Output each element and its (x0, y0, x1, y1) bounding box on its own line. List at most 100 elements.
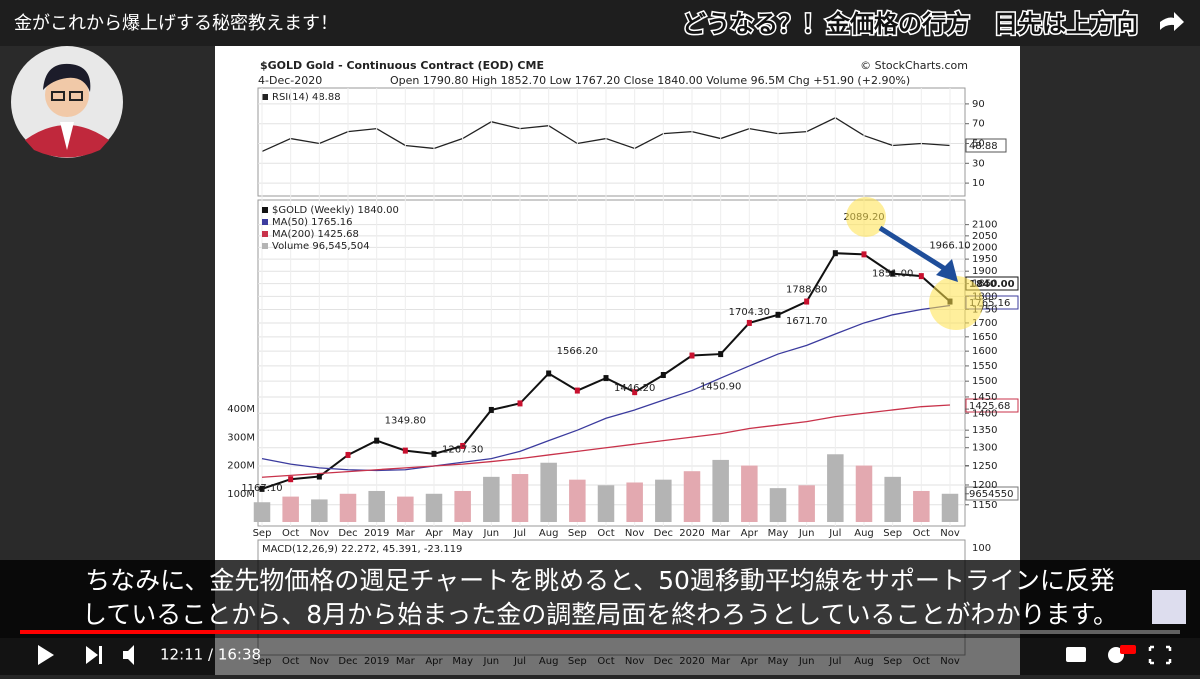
x-tick-label: Oct (282, 528, 299, 539)
price-annotation: 1851.00 (872, 268, 913, 279)
volume-bar (798, 485, 815, 522)
y-tick-label: 1550 (972, 361, 997, 372)
y-tick-label: 1450 (972, 392, 997, 403)
quote: Open 1790.80 High 1852.70 Low 1767.20 Cl… (390, 74, 910, 87)
legend-entry: MA(50) 1765.16 (272, 217, 353, 228)
overlay-title: どうなる？！金価格の行方 目先は上方向 (682, 10, 1138, 38)
volume-bar (483, 476, 500, 522)
price-annotation: 1167.10 (241, 483, 282, 494)
volume-bar (913, 490, 930, 522)
x-tick-label: Nov (625, 528, 645, 539)
volume-bar (827, 454, 844, 522)
price-panel (257, 199, 966, 527)
price-bar (345, 451, 351, 458)
series-line (261, 304, 951, 472)
volume-bar (712, 459, 729, 522)
channel-watermark[interactable] (1152, 590, 1186, 624)
video-title[interactable]: 金がこれから爆上げする秘密教えます！ (14, 13, 338, 34)
rsi-box: 48.88 (969, 141, 998, 152)
legend-swatch (262, 231, 268, 237)
price-bar (460, 442, 466, 449)
x-tick-label: 2020 (679, 528, 704, 539)
x-tick-label: Apr (741, 528, 759, 539)
y-tick-label: 300M (227, 432, 255, 443)
price-bar (890, 270, 896, 277)
x-tick-label: Jul (828, 528, 841, 539)
volume-bar (941, 493, 959, 522)
symbol-line: $GOLD Gold - Continuous Contract (EOD) C… (260, 59, 544, 72)
y-tick-label: 100M (227, 489, 255, 500)
x-tick-label: Jul (513, 528, 526, 539)
x-tick-label: Jun (798, 528, 815, 539)
volume-button[interactable] (123, 645, 134, 665)
volume-bar (769, 488, 787, 522)
legend-entry: $GOLD (Weekly) 1840.00 (272, 205, 399, 216)
share-icon[interactable] (1160, 12, 1184, 31)
price-annotation: 1966.10 (929, 240, 970, 251)
price-bar (632, 389, 638, 396)
credit: © StockCharts.com (860, 59, 968, 72)
subtitle-line: ちなみに、金先物価格の週足チャートを眺めると、50週移動平均線をサポートラインに… (85, 566, 1115, 595)
y-tick-label: 1400 (972, 408, 997, 419)
y-tick-label: 2100 (972, 220, 997, 231)
subtitle-line: していることから、8月から始まった金の調整局面を終わろうとしていることがわかりま… (82, 600, 1118, 629)
volume-bar (397, 496, 414, 522)
captions-button[interactable] (1066, 647, 1086, 662)
legend-swatch (262, 94, 268, 100)
volume-bar (368, 490, 385, 522)
y-tick-label: 1350 (972, 425, 997, 436)
x-tick-label: Aug (854, 528, 874, 539)
ma50-box: 1765.16 (969, 298, 1010, 309)
price-annotation: 1704.30 (729, 307, 770, 318)
x-tick-label: Nov (310, 528, 330, 539)
y-tick-label: 400M (227, 404, 255, 415)
price-bar (517, 400, 523, 407)
volume-bar (511, 474, 529, 522)
price-annotation: 1450.90 (700, 382, 741, 393)
y-tick-label: 1900 (972, 266, 997, 277)
y-tick-label: 2050 (972, 231, 997, 242)
y-tick-label: 1200 (972, 480, 997, 491)
volume-bar (282, 496, 299, 522)
volume-bar (597, 485, 615, 522)
volume-bar (253, 502, 271, 522)
y-tick-label: 2000 (972, 242, 997, 253)
y-tick-label: 1950 (972, 254, 997, 265)
price-box: 1840.00 (969, 279, 1015, 290)
price-annotation: 1446.20 (614, 383, 655, 394)
avatar (11, 46, 123, 158)
price-bar (660, 372, 666, 379)
price-annotation: 1671.70 (786, 316, 827, 327)
x-tick-label: Oct (913, 528, 930, 539)
date: 4-Dec-2020 (258, 74, 322, 87)
volume-bar (454, 490, 471, 522)
x-tick-label: Sep (253, 528, 272, 539)
x-tick-label: Sep (883, 528, 902, 539)
top-bar (0, 0, 1200, 46)
next-button[interactable] (86, 646, 102, 664)
hd-badge (1120, 645, 1136, 654)
legend-swatch (262, 243, 268, 249)
x-tick-label: Nov (940, 528, 960, 539)
price-bar (316, 473, 322, 480)
rsi-panel (257, 87, 966, 197)
price-bar (288, 476, 294, 483)
y-tick-label: 1250 (972, 461, 997, 472)
y-tick-label: 1600 (972, 346, 997, 357)
ma200-box: 1425.68 (969, 401, 1010, 412)
y-tick-label: 1150 (972, 500, 997, 511)
legend-swatch (262, 219, 268, 225)
price-bar (431, 450, 437, 457)
price-bar (832, 250, 838, 257)
y-tick-label: 1300 (972, 443, 997, 454)
volume-bar (569, 479, 586, 522)
price-bar (488, 406, 494, 413)
fullscreen-button[interactable] (1148, 645, 1172, 665)
value-boxes: 48.88 1840.00 1765.16 1425.68 9654550 (965, 138, 1019, 501)
play-button[interactable] (38, 645, 54, 665)
price-annotation: 1788.80 (786, 284, 827, 295)
legend-entry: MA(200) 1425.68 (272, 229, 359, 240)
price-bar (746, 319, 752, 326)
subtitle-band (0, 560, 1200, 638)
